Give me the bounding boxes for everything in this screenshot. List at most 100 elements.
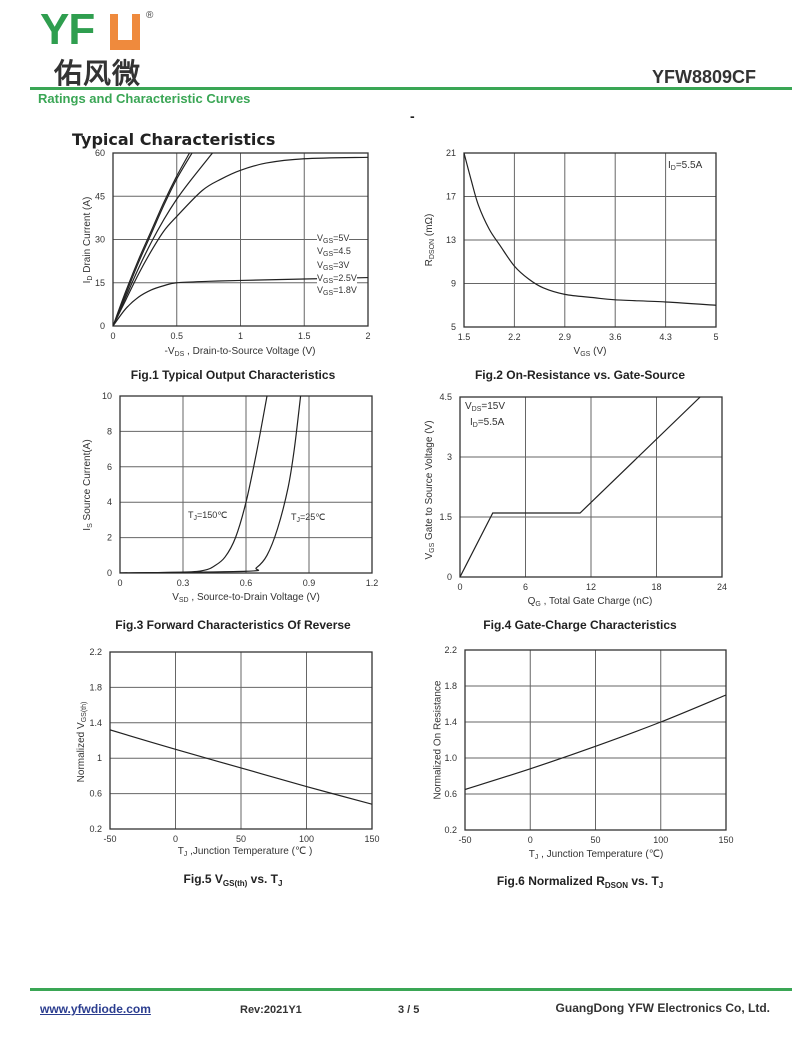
x-tick-label: 0.3 <box>177 578 190 588</box>
y-tick-label: 17 <box>446 192 456 202</box>
x-tick-label: 24 <box>717 582 727 592</box>
x-tick-label: 12 <box>586 582 596 592</box>
y-tick-label: 21 <box>446 148 456 158</box>
logo-letters: YF <box>40 5 95 54</box>
text: I <box>470 417 473 428</box>
y-tick-label: 0.6 <box>89 789 102 799</box>
plot-frame <box>119 395 373 574</box>
dash-mark: - <box>410 108 415 124</box>
text: (V) <box>590 346 607 357</box>
series-line <box>120 396 268 573</box>
series-label: TJ=25℃ <box>291 512 325 524</box>
series-label: TJ=150℃ <box>188 510 227 522</box>
subscript: GS(th) <box>81 701 88 723</box>
subscript: D <box>472 422 478 429</box>
y-tick-label: 2 <box>107 533 112 543</box>
subscript: GS <box>323 251 334 258</box>
y-tick-label: 3 <box>447 452 452 462</box>
y-tick-label: 60 <box>95 148 105 158</box>
figure-caption: Fig.2 On-Resistance vs. Gate-Source <box>475 368 685 382</box>
series-line <box>113 153 193 326</box>
x-tick-label: 150 <box>718 835 733 845</box>
y-tick-label: 0.6 <box>444 789 457 799</box>
subscript: GS(th) <box>222 879 248 888</box>
annotation: ID=5.5A <box>668 160 702 172</box>
text: vs. T <box>628 874 659 888</box>
company-name: GuangDong YFW Electronics Co, Ltd. <box>555 1001 770 1015</box>
y-tick-label: 2.2 <box>444 645 457 655</box>
x-tick-label: 4.3 <box>659 332 672 342</box>
subscript: GS <box>429 542 436 553</box>
series-line <box>465 694 726 791</box>
series-label: VGS=5V <box>317 233 350 245</box>
text: , Drain-to-Source Voltage (V) <box>184 346 316 357</box>
text: T <box>291 512 297 522</box>
series-line <box>113 153 191 326</box>
y-tick-label: 0 <box>447 572 452 582</box>
series-line <box>113 156 368 326</box>
logo-chinese-name: 佑风微 <box>54 57 142 90</box>
x-tick-label: 0 <box>528 835 533 845</box>
text: Drain Current (A) <box>82 196 93 276</box>
part-number: YFW8809CF <box>651 67 756 87</box>
y-tick-label: 1.5 <box>439 512 452 522</box>
x-tick-label: 18 <box>651 582 661 592</box>
x-axis-title: -VDS , Drain-to-Source Voltage (V) <box>165 346 316 358</box>
y-tick-label: 45 <box>95 191 105 201</box>
x-tick-label: 0 <box>173 834 178 844</box>
x-tick-label: 100 <box>299 834 314 844</box>
series-line <box>460 397 701 577</box>
x-axis-title: VSD , Source-to-Drain Voltage (V) <box>172 592 320 604</box>
subscript: DS <box>174 351 185 358</box>
subscript: GS <box>323 265 334 272</box>
y-axis-title: RDSON (mΩ) <box>424 214 436 267</box>
text: Fig.1 Typical Output Characteristics <box>130 368 336 382</box>
website-link[interactable]: www.yfwdiode.com <box>40 1002 151 1016</box>
text: ,Junction Temperature (℃ ) <box>187 846 313 857</box>
text: , Junction Temperature (℃) <box>538 849 664 860</box>
text: T <box>177 846 184 857</box>
footer-divider <box>30 988 792 991</box>
y-axis-title: VGS Gate to Source Voltage (V) <box>424 420 436 559</box>
figure-caption: Fig.1 Typical Output Characteristics <box>131 368 336 382</box>
text: V <box>317 285 324 295</box>
text: =2.5V <box>333 273 357 283</box>
y-tick-label: 15 <box>95 278 105 288</box>
subscript: GS <box>323 278 334 285</box>
series-line <box>113 153 213 326</box>
y-tick-label: 1.4 <box>444 717 457 727</box>
y-tick-label: 0.2 <box>89 824 102 834</box>
x-tick-label: 0 <box>110 331 115 341</box>
registered-mark: ® <box>146 10 154 21</box>
subscript: GS <box>323 290 334 297</box>
text: V <box>465 401 472 412</box>
text: =25℃ <box>300 512 326 522</box>
text: =5.5A <box>675 160 703 171</box>
annotation: ID=5.5A <box>470 417 504 429</box>
x-tick-label: 50 <box>590 835 600 845</box>
text: =5V <box>333 233 350 243</box>
text: I <box>82 527 93 531</box>
text: =150℃ <box>197 510 228 520</box>
y-tick-label: 0 <box>100 321 105 331</box>
text: =5.5A <box>477 417 505 428</box>
x-tick-label: 0.5 <box>170 331 183 341</box>
text: V <box>573 346 581 357</box>
text: V <box>317 233 324 243</box>
subscript: DSON <box>604 881 629 890</box>
y-tick-label: 4 <box>107 497 112 507</box>
x-tick-label: 50 <box>236 834 246 844</box>
text: V <box>172 592 179 603</box>
y-tick-label: 6 <box>107 462 112 472</box>
text: Fig.3 Forward Characteristics Of Reverse <box>115 618 351 632</box>
subscript: J <box>278 879 283 888</box>
x-tick-label: 2 <box>365 331 370 341</box>
subscript: J <box>296 517 301 524</box>
figure-caption: Fig.4 Gate-Charge Characteristics <box>483 618 676 632</box>
text: Source Current(A) <box>82 439 93 524</box>
text: I <box>668 160 671 171</box>
text: V <box>317 260 324 270</box>
series-label: VGS=2.5V <box>317 273 357 285</box>
text: Fig.4 Gate-Charge Characteristics <box>483 618 677 632</box>
